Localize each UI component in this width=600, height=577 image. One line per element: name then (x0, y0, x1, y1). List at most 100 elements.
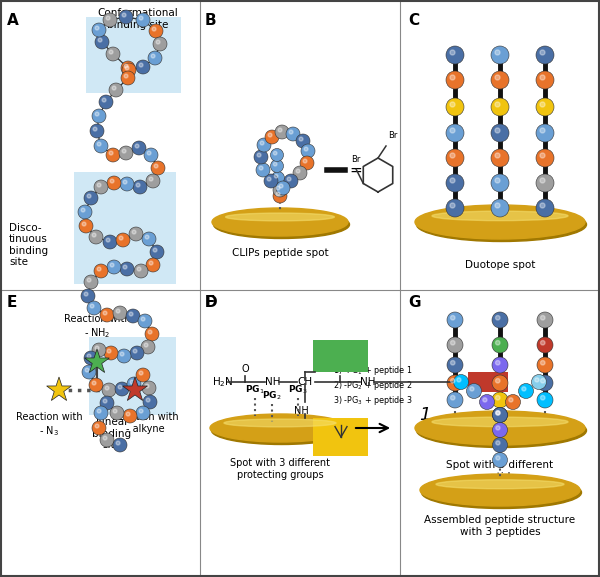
Circle shape (257, 138, 271, 152)
Circle shape (89, 230, 103, 244)
Circle shape (491, 71, 509, 89)
Circle shape (107, 176, 121, 190)
Circle shape (97, 267, 101, 271)
Circle shape (296, 169, 300, 173)
Circle shape (93, 127, 97, 131)
Circle shape (148, 51, 162, 65)
Circle shape (540, 203, 545, 208)
Circle shape (141, 340, 155, 354)
Circle shape (276, 181, 290, 195)
Circle shape (109, 83, 123, 97)
Circle shape (139, 63, 143, 67)
Circle shape (122, 63, 136, 77)
Text: Spot with 3 different
protecting groups: Spot with 3 different protecting groups (230, 458, 330, 479)
Circle shape (116, 309, 120, 313)
Circle shape (150, 245, 164, 259)
Bar (86, 17, 181, 93)
Circle shape (492, 357, 508, 373)
Circle shape (120, 262, 134, 276)
Ellipse shape (226, 213, 334, 221)
Circle shape (271, 171, 284, 185)
Circle shape (451, 379, 455, 383)
Circle shape (303, 159, 307, 163)
Circle shape (102, 98, 106, 102)
Ellipse shape (214, 211, 349, 238)
Circle shape (97, 409, 101, 413)
Circle shape (92, 109, 106, 123)
Circle shape (450, 102, 455, 107)
Circle shape (103, 235, 117, 249)
Circle shape (278, 128, 282, 132)
Circle shape (493, 437, 508, 452)
Circle shape (268, 133, 272, 137)
Circle shape (132, 141, 146, 155)
Circle shape (496, 441, 500, 445)
Circle shape (130, 380, 134, 384)
Circle shape (95, 26, 99, 30)
Polygon shape (85, 349, 109, 373)
Circle shape (532, 374, 547, 389)
Circle shape (287, 177, 291, 181)
Circle shape (467, 384, 482, 399)
Circle shape (78, 205, 92, 219)
Circle shape (79, 219, 93, 233)
Circle shape (142, 232, 156, 246)
Circle shape (127, 377, 141, 391)
Circle shape (151, 54, 155, 58)
Circle shape (154, 164, 158, 168)
Circle shape (536, 46, 554, 64)
Text: B: B (205, 13, 217, 28)
Circle shape (103, 436, 107, 440)
Circle shape (447, 392, 463, 408)
Circle shape (149, 177, 153, 181)
Circle shape (493, 407, 508, 422)
Circle shape (536, 174, 554, 192)
Circle shape (112, 86, 116, 90)
Circle shape (146, 174, 160, 188)
Circle shape (156, 40, 160, 44)
Circle shape (492, 392, 508, 408)
Circle shape (136, 60, 150, 74)
Circle shape (537, 375, 553, 391)
Circle shape (152, 27, 156, 31)
Circle shape (496, 411, 500, 415)
Circle shape (286, 127, 300, 141)
Ellipse shape (432, 211, 568, 220)
Circle shape (87, 354, 91, 358)
Circle shape (124, 74, 128, 78)
Text: O: O (336, 364, 344, 374)
Circle shape (446, 71, 464, 89)
Circle shape (496, 426, 500, 430)
Ellipse shape (432, 417, 568, 426)
Circle shape (151, 161, 165, 175)
Circle shape (276, 192, 280, 196)
Circle shape (133, 180, 147, 194)
Circle shape (115, 382, 129, 396)
Circle shape (82, 365, 96, 379)
Circle shape (123, 409, 137, 423)
Circle shape (110, 179, 114, 183)
Circle shape (446, 98, 464, 116)
Circle shape (450, 178, 455, 183)
Circle shape (509, 398, 513, 402)
Text: =: = (349, 163, 362, 178)
Text: H$_2$N: H$_2$N (212, 375, 233, 389)
Text: O: O (328, 348, 336, 358)
Text: F: F (205, 295, 215, 310)
Circle shape (94, 180, 108, 194)
Circle shape (457, 378, 461, 382)
Circle shape (137, 267, 141, 271)
Circle shape (129, 227, 143, 241)
Circle shape (254, 150, 268, 164)
Circle shape (110, 406, 124, 420)
Circle shape (496, 379, 500, 383)
Circle shape (541, 379, 545, 383)
Circle shape (97, 183, 101, 187)
Circle shape (119, 10, 133, 24)
Circle shape (95, 112, 99, 116)
Circle shape (446, 199, 464, 217)
Circle shape (153, 37, 167, 51)
Circle shape (136, 183, 140, 187)
Circle shape (300, 156, 314, 170)
Text: E: E (7, 295, 17, 310)
